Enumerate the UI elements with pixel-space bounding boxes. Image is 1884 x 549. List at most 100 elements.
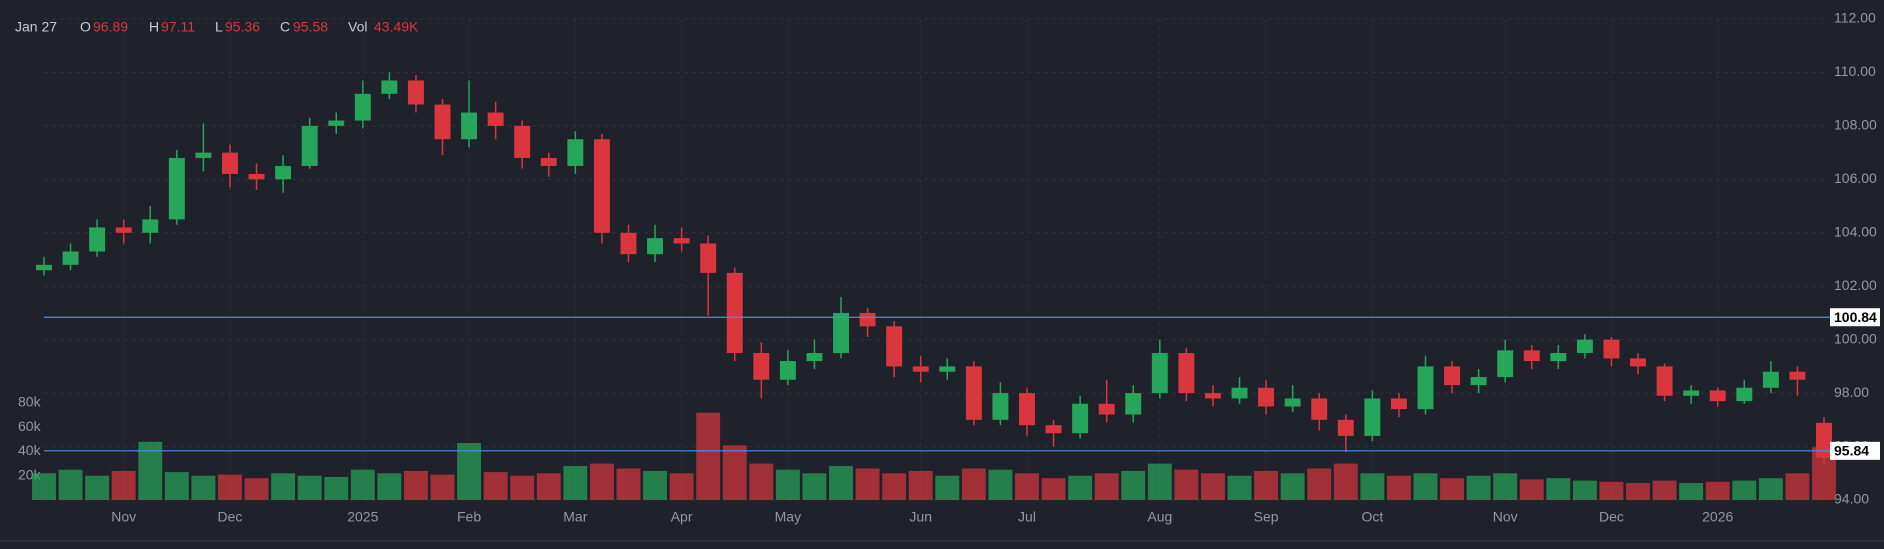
- x-tick-label: 2025: [347, 509, 378, 525]
- candle-body: [89, 227, 106, 252]
- candle-body: [461, 112, 478, 140]
- volume-bar: [775, 469, 800, 500]
- header-value: 43.49K: [374, 19, 419, 35]
- header-value: 95.36: [225, 19, 260, 35]
- price-line-label: 95.84: [1834, 443, 1869, 459]
- x-tick-label: Aug: [1147, 509, 1172, 525]
- volume-bar: [138, 441, 163, 500]
- candle-body: [354, 93, 371, 121]
- volume-bar: [616, 468, 641, 500]
- candle-body: [1630, 358, 1646, 367]
- candle-body: [673, 238, 690, 244]
- volume-bar: [1812, 447, 1836, 500]
- volume-bar: [1466, 475, 1491, 500]
- candle-body: [514, 125, 531, 158]
- volume-bar: [988, 469, 1013, 500]
- volume-bar: [829, 466, 853, 500]
- x-tick-label: Oct: [1361, 509, 1383, 525]
- volume-bar: [1041, 478, 1066, 500]
- candle-body: [1125, 393, 1142, 415]
- volume-bar: [1785, 473, 1810, 500]
- volume-bar: [1015, 473, 1039, 500]
- header-value: 95.58: [293, 19, 328, 35]
- volume-bar: [1147, 463, 1172, 500]
- volume-bar: [1626, 483, 1650, 500]
- volume-bar: [1758, 478, 1783, 500]
- candle-body: [700, 243, 717, 273]
- candle-body: [168, 157, 185, 220]
- y-tick-label: 102.00: [1834, 277, 1877, 293]
- volume-bar: [1572, 480, 1597, 500]
- y-tick-label: 94.00: [1834, 491, 1869, 507]
- volume-bar: [510, 475, 535, 500]
- candle-body: [567, 139, 584, 166]
- header-value: 97.11: [161, 19, 195, 35]
- volume-bar: [1201, 473, 1225, 500]
- candle-body: [1709, 390, 1726, 402]
- candle-body: [1603, 339, 1620, 359]
- volume-bar: [1360, 473, 1385, 500]
- volume-bar: [643, 470, 667, 500]
- header-label: Vol: [348, 19, 367, 35]
- volume-bar: [32, 473, 56, 500]
- x-tick-label: Dec: [1599, 509, 1624, 525]
- candle-body: [1098, 403, 1115, 415]
- volume-bar: [1121, 470, 1146, 500]
- header-label: O: [80, 19, 91, 35]
- y-tick-label: 108.00: [1834, 117, 1877, 133]
- candle-body: [992, 393, 1009, 420]
- volume-bar: [536, 473, 561, 500]
- y-tick-label: 100.00: [1834, 330, 1877, 346]
- x-tick-label: Apr: [671, 509, 693, 525]
- candle-body: [1019, 393, 1035, 426]
- volume-bar: [85, 475, 110, 500]
- volume-bar: [589, 463, 614, 500]
- candle-body: [62, 251, 79, 265]
- volume-bar: [218, 474, 242, 500]
- candle-body: [301, 125, 318, 166]
- header-value: 96.89: [93, 19, 128, 35]
- volume-bar: [1732, 480, 1757, 500]
- volume-tick-label: 80k: [18, 394, 42, 410]
- candle-body: [1390, 398, 1407, 410]
- candle-body: [434, 104, 451, 140]
- y-tick-label: 98.00: [1834, 384, 1869, 400]
- candle-body: [1417, 366, 1434, 410]
- x-tick-label: Feb: [457, 509, 481, 525]
- header-label: L: [215, 19, 223, 35]
- volume-bar: [1174, 469, 1199, 500]
- volume-bar: [1280, 473, 1305, 500]
- volume-bar: [403, 470, 428, 500]
- y-tick-label: 110.00: [1834, 63, 1876, 79]
- volume-bar: [111, 470, 136, 500]
- volume-bar: [669, 473, 694, 500]
- volume-bar: [1679, 483, 1704, 500]
- volume-bar: [1440, 478, 1465, 500]
- candle-body: [115, 227, 132, 233]
- candle-body: [540, 157, 557, 166]
- x-tick-label: Jul: [1018, 509, 1036, 525]
- price-line-badge: [1830, 308, 1880, 327]
- candle-body: [1045, 425, 1062, 434]
- x-tick-label: Mar: [563, 509, 587, 525]
- volume-bar: [935, 475, 960, 500]
- volume-bar: [350, 469, 375, 500]
- volume-bar: [377, 473, 402, 500]
- volume-bar: [961, 468, 986, 500]
- candle-body: [593, 139, 610, 233]
- volume-bar: [1227, 475, 1252, 500]
- candle-body: [1178, 353, 1195, 394]
- y-tick-label: 104.00: [1834, 223, 1877, 239]
- candle-body: [1656, 366, 1673, 396]
- candle-body: [36, 264, 52, 271]
- volume-bar: [563, 466, 588, 500]
- candle-body: [1072, 403, 1089, 434]
- candle-body: [779, 361, 796, 380]
- volume-bar: [696, 412, 721, 500]
- y-tick-label: 112.00: [1834, 10, 1876, 26]
- candle-body: [1736, 387, 1753, 402]
- x-tick-label: 2026: [1702, 509, 1733, 525]
- price-line-label: 100.84: [1834, 309, 1877, 325]
- candle-body: [833, 312, 849, 354]
- x-tick-label: Jun: [909, 509, 932, 525]
